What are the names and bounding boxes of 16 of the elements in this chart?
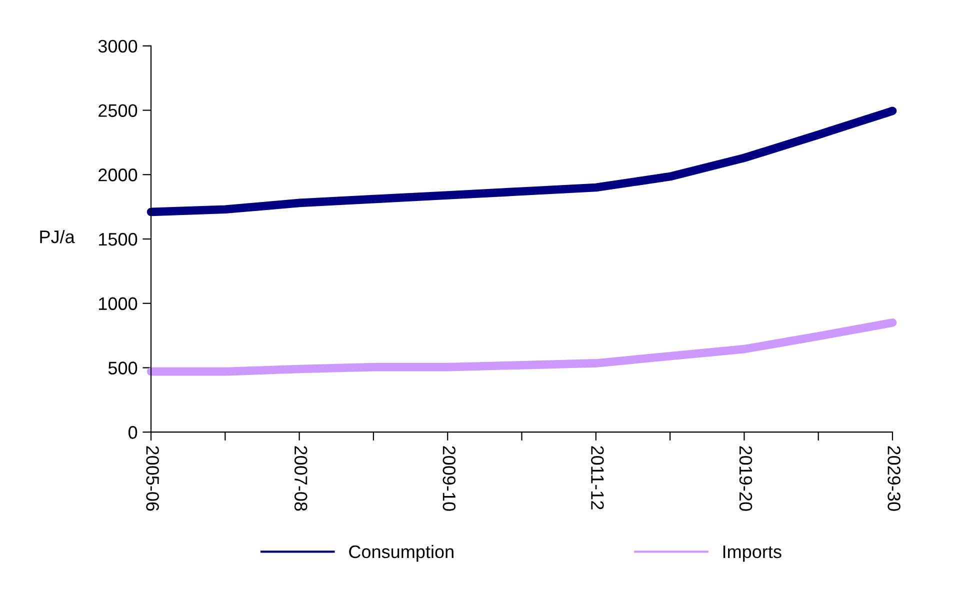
y-tick-label: 1000 [99,297,138,310]
legend-label: Consumption [349,544,454,562]
y-tick-label: 500 [108,362,138,374]
x-tick-label: 2029-30 [888,446,900,511]
y-axis-title: PJ/a [40,230,75,244]
y-tick-label: 2500 [98,104,138,117]
x-tick-label: 2011-12 [591,446,604,510]
y-tick-label: 0 [128,426,138,439]
x-tick-label: 2009-10 [442,446,456,511]
x-tick-label: 2019-20 [739,446,752,511]
x-tick-label: 2005-06 [146,446,159,511]
y-tick-label: 1500 [99,232,138,246]
x-tick-label: 2007-08 [294,446,308,511]
legend-label: Imports [723,546,782,562]
y-tick-label: 2000 [98,168,138,182]
y-tick-label: 3000 [98,40,138,53]
